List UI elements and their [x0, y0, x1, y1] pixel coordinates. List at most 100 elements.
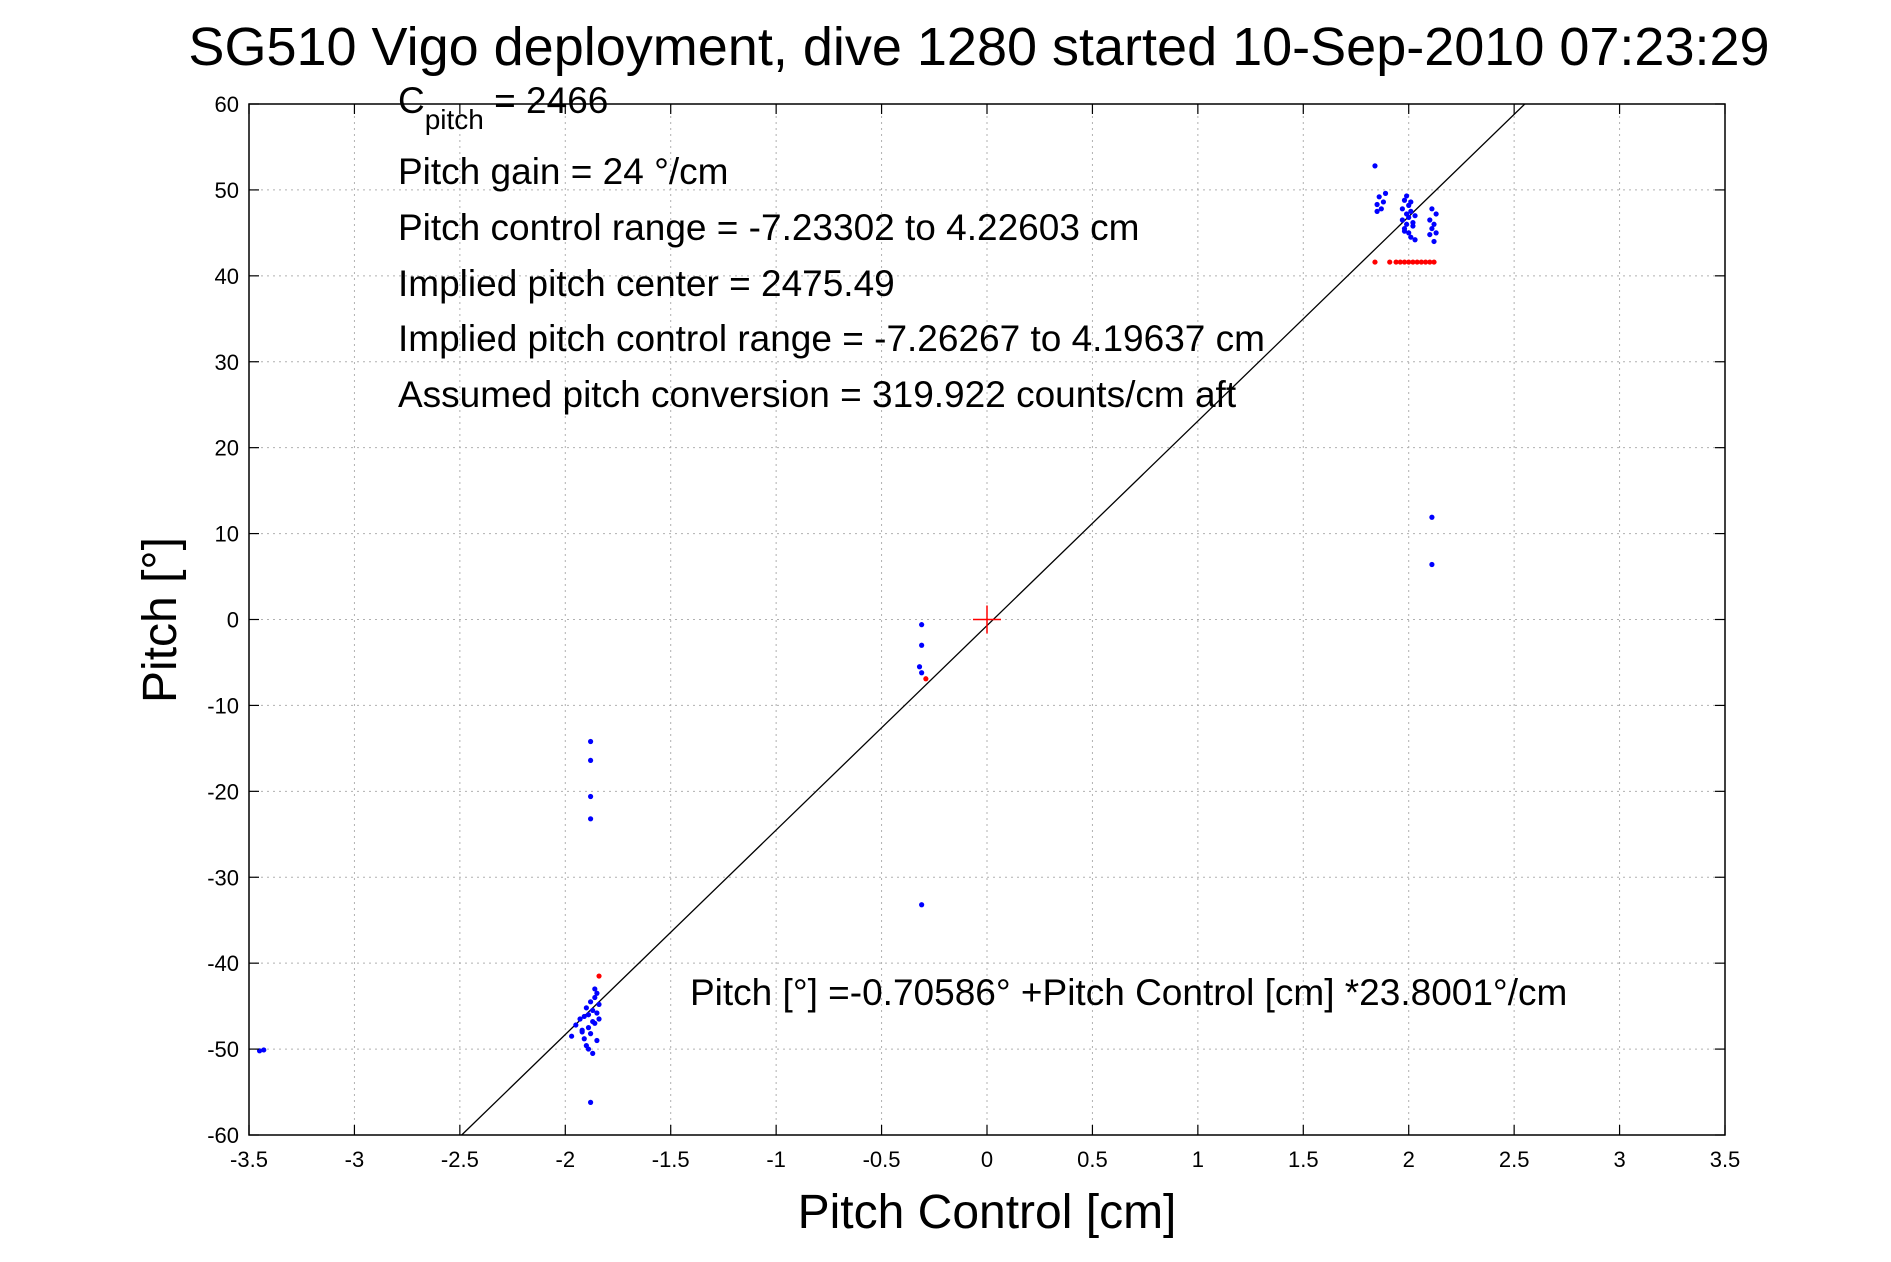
pitch-data-point — [1401, 228, 1408, 234]
pitch-data-point — [1380, 199, 1387, 205]
y-tick-label: -40 — [207, 951, 239, 976]
y-tick-label: 0 — [227, 608, 239, 633]
pitch-data-point — [1406, 214, 1412, 221]
pitch-data-point — [261, 1047, 267, 1053]
pitch-data-point — [587, 793, 594, 800]
pitch-data-point — [1433, 230, 1439, 236]
y-tick-label: 60 — [215, 92, 239, 117]
pitch-data-point — [596, 1001, 602, 1008]
pitch-data-point — [1399, 217, 1405, 223]
pitch-data-point — [1429, 225, 1435, 232]
annotation-line: Implied pitch center = 2475.49 — [398, 263, 895, 304]
x-tick-label: -2 — [556, 1147, 576, 1172]
pitch-data-point — [1408, 199, 1414, 205]
pitch-data-point — [587, 757, 594, 764]
x-axis-label: Pitch Control [cm] — [798, 1186, 1177, 1239]
pitch-data-point — [590, 1007, 596, 1014]
x-tick-label: -1 — [766, 1147, 786, 1172]
pitch-data-point — [1374, 208, 1380, 214]
x-tick-label: 3.5 — [1710, 1147, 1741, 1172]
pitch-data-point — [581, 1013, 587, 1020]
pitch-data-point — [585, 1012, 592, 1018]
pitch-flagged-data-point — [1393, 259, 1399, 265]
pitch-data-point — [1404, 193, 1410, 199]
pitch-data-point — [585, 1046, 592, 1052]
pitch-data-point — [1410, 223, 1416, 229]
annotation-line: Implied pitch control range = -7.26267 t… — [398, 318, 1265, 359]
annotation-line: Cpitch = 2466 — [398, 80, 608, 135]
y-axis-label: Pitch [°] — [134, 537, 187, 703]
annotation-layer: Cpitch = 2466 Pitch gain = 24 °/cm Pitch c… — [398, 80, 1265, 415]
pitch-data-point — [1401, 197, 1408, 203]
pitch-data-point — [592, 986, 598, 992]
y-tick-label: -60 — [207, 1123, 239, 1148]
pitch-flagged-data-point — [1401, 259, 1408, 265]
x-tick-label: -0.5 — [863, 1147, 901, 1172]
y-tick-label: 20 — [215, 436, 239, 461]
pitch-data-point — [1382, 190, 1389, 196]
y-tick-label: -10 — [207, 693, 239, 718]
x-tick-label: -2.5 — [441, 1147, 479, 1172]
pitch-data-point — [585, 1025, 592, 1031]
pitch-flagged-data-point — [1418, 259, 1424, 265]
pitch-flagged-data-point — [1397, 259, 1403, 265]
x-tick-label: 0.5 — [1077, 1147, 1108, 1172]
grid-layer — [249, 104, 1725, 1135]
pitch-data-point — [1429, 206, 1435, 212]
annotation-line: Assumed pitch conversion = 319.922 count… — [398, 374, 1237, 415]
pitch-data-point — [1429, 514, 1435, 520]
pitch-data-point — [569, 1033, 575, 1039]
pitch-data-point — [1406, 230, 1412, 236]
pitch-data-point — [596, 1016, 602, 1022]
pitch-data-point — [1427, 217, 1433, 223]
pitch-flagged-data-point — [923, 676, 929, 682]
pitch-data-point — [587, 738, 594, 745]
pitch-data-point — [594, 990, 600, 996]
pitch-data-point — [587, 816, 594, 822]
annotation-line: Pitch gain = 24 °/cm — [398, 151, 729, 192]
pitch-data-point — [587, 1099, 594, 1105]
x-tick-label: 1 — [1192, 1147, 1204, 1172]
pitch-data-point — [587, 1031, 594, 1037]
pitch-flagged-data-point — [1372, 259, 1378, 265]
pitch-data-point — [579, 1029, 585, 1035]
y-tick-label: 10 — [215, 522, 239, 547]
pitch-flagged-data-point — [1406, 259, 1412, 265]
pitch-data-point — [1378, 206, 1384, 212]
x-tick-label: 2 — [1403, 1147, 1415, 1172]
pitch-data-point — [1429, 561, 1435, 568]
annotation-line: Pitch control range = -7.23302 to 4.2260… — [398, 207, 1140, 248]
x-tick-label: -3 — [345, 1147, 365, 1172]
pitch-data-point — [1372, 163, 1378, 169]
pitch-data-point — [919, 670, 925, 676]
y-tick-label: 50 — [215, 178, 239, 203]
x-tick-label: 3 — [1613, 1147, 1625, 1172]
y-tick-label: -20 — [207, 779, 239, 804]
pitch-data-point — [594, 1037, 600, 1044]
y-tick-label: 30 — [215, 350, 239, 375]
x-tick-label: 2.5 — [1499, 1147, 1530, 1172]
tick-layer: -3.5 -3 -2.5 -2 -1.5 -1 -0.5 0 0.5 1 1.5 2 2.5 3 3.5 -6… — [207, 92, 1740, 1172]
pitch-data-point — [583, 1005, 589, 1011]
pitch-data-point — [587, 999, 594, 1005]
pitch-data-point — [1374, 201, 1380, 208]
pitch-data-point — [1431, 238, 1437, 245]
pitch-data-point — [1433, 211, 1439, 217]
pitch-data-point — [1399, 206, 1405, 212]
pitch-flagged-data-point — [596, 973, 602, 979]
y-tick-label: -50 — [207, 1037, 239, 1062]
pitch-data-point — [1408, 234, 1414, 240]
pitch-data-point — [1376, 194, 1382, 200]
pitch-data-point — [577, 1016, 583, 1022]
center-layer — [973, 605, 1001, 634]
chart-title: SG510 Vigo deployment, dive 1280 started… — [188, 17, 1769, 77]
pitch-flagged-data-point — [1387, 259, 1393, 265]
pitch-data-point — [919, 642, 925, 648]
x-tick-label: -1.5 — [652, 1147, 690, 1172]
pitch-data-point — [1408, 208, 1414, 214]
pitch-data-point — [573, 1022, 579, 1028]
pitch-data-point — [594, 1010, 600, 1016]
fit-equation-label: Pitch [°] =-0.70586° +Pitch Control [cm]… — [690, 972, 1567, 1013]
pitch-data-point — [590, 1050, 596, 1056]
